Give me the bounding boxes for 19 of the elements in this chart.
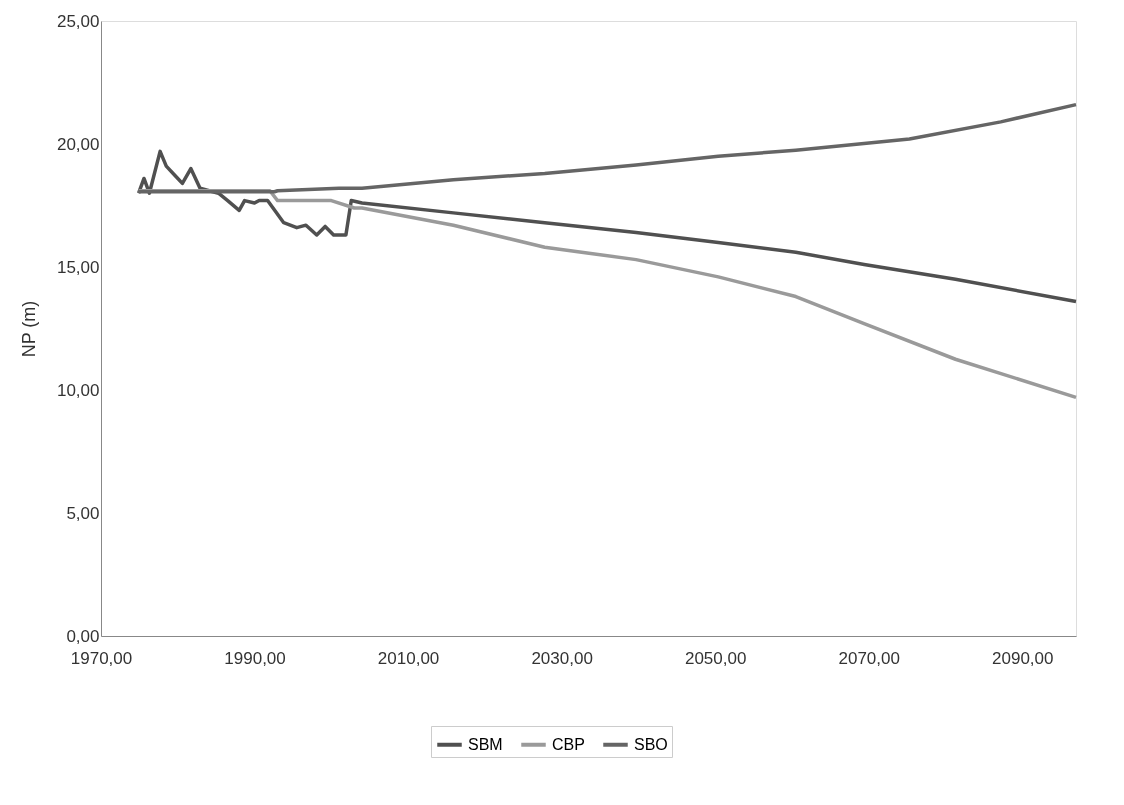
- y-axis-title: NP (m): [18, 300, 39, 358]
- y-tick-label: 25,00: [56, 11, 100, 31]
- line-series: [136, 102, 1078, 194]
- x-tick-label: 2050,00: [684, 648, 747, 668]
- legend-label: SBO: [634, 735, 668, 753]
- x-tick-label: 2030,00: [531, 648, 593, 668]
- x-tick-label: 2090,00: [992, 648, 1054, 668]
- line-series: [136, 149, 1078, 304]
- x-tick-label: 1970,00: [70, 648, 133, 668]
- x-tick-label: 2070,00: [838, 648, 900, 668]
- legend-label: CBP: [552, 735, 585, 753]
- y-tick-label: 15,00: [56, 257, 100, 277]
- y-tick-label: 5,00: [66, 503, 100, 523]
- y-tick-label: 10,00: [56, 380, 100, 400]
- y-tick-label: 20,00: [56, 134, 100, 154]
- x-tick-label: 1990,00: [224, 648, 286, 668]
- y-tick-label: 0,00: [66, 626, 100, 646]
- legend-label: SBM: [468, 735, 503, 753]
- x-tick-label: 2010,00: [377, 648, 440, 668]
